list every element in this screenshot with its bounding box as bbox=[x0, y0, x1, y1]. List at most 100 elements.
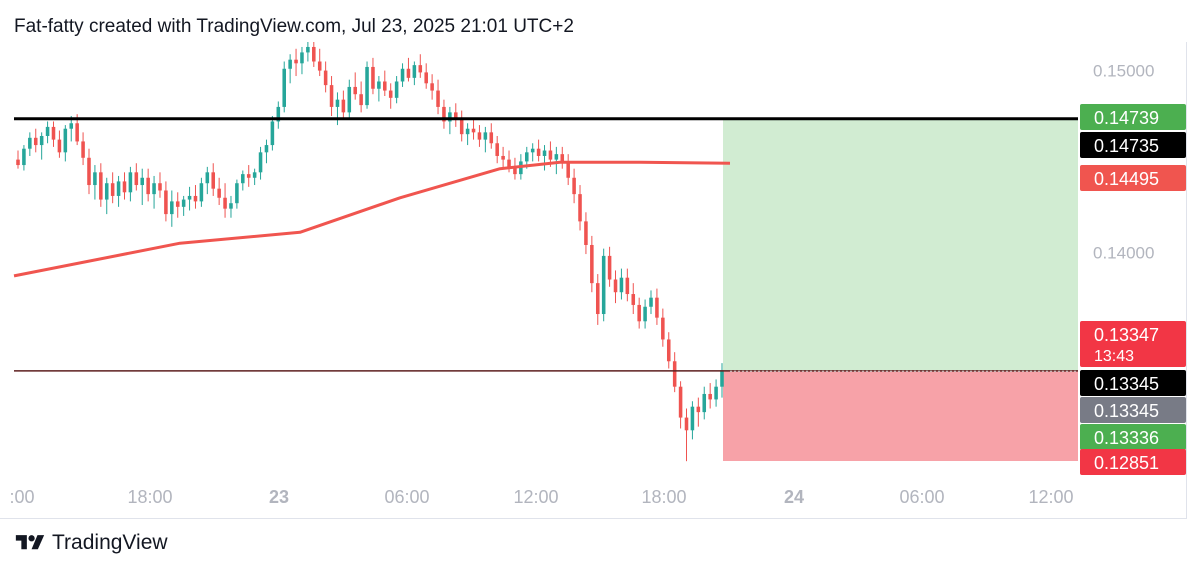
candle-body bbox=[193, 195, 198, 202]
candlestick-chart[interactable]: 0.150000.140000.135000.147390.147350.144… bbox=[0, 42, 1186, 518]
candle-body bbox=[524, 152, 529, 162]
candle-body bbox=[495, 143, 499, 156]
price-label-text: 0.13336 bbox=[1094, 428, 1159, 448]
countdown-label: 13:43 bbox=[1094, 348, 1134, 365]
candle-body bbox=[708, 393, 712, 400]
candle-body bbox=[164, 190, 168, 215]
candle-body bbox=[601, 255, 606, 315]
price-label-text: 0.13347 bbox=[1094, 325, 1159, 345]
candle-body bbox=[211, 172, 216, 189]
price-label-text: 0.12851 bbox=[1094, 453, 1159, 473]
profit-zone bbox=[723, 118, 1078, 372]
candle-body bbox=[246, 174, 251, 178]
chart-panel[interactable]: 0.150000.140000.135000.147390.147350.144… bbox=[0, 42, 1187, 519]
price-label-text: 0.14735 bbox=[1094, 136, 1159, 156]
candle-body bbox=[152, 183, 156, 195]
candle-body bbox=[181, 199, 186, 207]
candle-body bbox=[572, 177, 576, 195]
x-axis-tick-label: :00 bbox=[9, 487, 34, 507]
moving-average-line bbox=[13, 160, 731, 278]
candle-body bbox=[205, 172, 210, 184]
candle-body bbox=[554, 154, 559, 160]
tradingview-brand: TradingView bbox=[52, 531, 168, 554]
candle-body bbox=[353, 86, 357, 95]
candle-body bbox=[702, 393, 707, 413]
candle-body bbox=[282, 68, 286, 107]
candle-body bbox=[619, 277, 624, 293]
candle-body bbox=[63, 128, 68, 153]
candle-body bbox=[300, 52, 304, 64]
candle-body bbox=[590, 244, 594, 284]
candle-body bbox=[430, 83, 434, 91]
candle-body bbox=[371, 66, 375, 89]
candle-body bbox=[613, 279, 618, 293]
candle-body bbox=[631, 294, 636, 305]
candle-body bbox=[454, 112, 458, 120]
candle-body bbox=[684, 417, 689, 431]
candle-body bbox=[140, 177, 145, 186]
candle-body bbox=[436, 90, 440, 107]
candle-body bbox=[418, 65, 423, 73]
candle-body bbox=[501, 155, 505, 160]
candle-body bbox=[146, 177, 150, 195]
candle-body bbox=[264, 145, 269, 153]
candle-body bbox=[69, 123, 74, 129]
candle-body bbox=[187, 195, 192, 200]
price-label-box bbox=[1080, 397, 1186, 423]
candle-body bbox=[690, 406, 695, 431]
candle-body bbox=[548, 150, 553, 160]
candle-body bbox=[643, 306, 647, 322]
candle-body bbox=[584, 221, 588, 245]
candle-body bbox=[400, 68, 405, 82]
candle-body bbox=[294, 59, 298, 64]
candle-body bbox=[377, 81, 381, 89]
candle-body bbox=[341, 99, 346, 113]
candle-body bbox=[329, 85, 334, 107]
candle-body bbox=[383, 81, 387, 91]
candle-body bbox=[459, 119, 464, 135]
x-axis-tick-label: 24 bbox=[784, 487, 804, 507]
candle-body bbox=[116, 181, 121, 196]
candle-body bbox=[542, 150, 547, 156]
candle-body bbox=[507, 159, 511, 167]
candle-body bbox=[75, 123, 79, 142]
candle-body bbox=[235, 183, 239, 204]
candle-body bbox=[51, 126, 56, 140]
candle-body bbox=[45, 126, 50, 136]
candle-body bbox=[110, 183, 115, 196]
candle-body bbox=[394, 81, 399, 98]
candle-body bbox=[170, 201, 174, 215]
candle-body bbox=[22, 148, 26, 166]
candle-body bbox=[424, 72, 428, 84]
candle-body bbox=[347, 86, 352, 113]
candle-body bbox=[57, 139, 62, 153]
candle-body bbox=[625, 277, 630, 295]
y-axis-tick-label: 0.15000 bbox=[1093, 62, 1154, 81]
candle-body bbox=[483, 132, 488, 140]
candle-body bbox=[607, 255, 612, 280]
candle-body bbox=[442, 106, 446, 122]
price-label-text: 0.13345 bbox=[1094, 401, 1159, 421]
candle-body bbox=[448, 112, 452, 122]
chart-attribution: Fat-fatty created with TradingView.com, … bbox=[14, 16, 574, 37]
x-axis-tick-label: 06:00 bbox=[384, 487, 429, 507]
price-label-text: 0.14495 bbox=[1094, 169, 1159, 189]
candle-body bbox=[288, 59, 292, 69]
candle-body bbox=[199, 183, 204, 202]
candle-body bbox=[122, 181, 127, 193]
tradingview-logo-icon bbox=[15, 535, 45, 550]
candle-body bbox=[536, 148, 541, 156]
candle-body bbox=[252, 172, 257, 178]
candle-body bbox=[93, 172, 97, 186]
candle-body bbox=[158, 183, 162, 191]
candle-body bbox=[335, 99, 340, 107]
candle-body bbox=[306, 46, 310, 53]
price-label-box bbox=[1080, 449, 1186, 475]
candle-body bbox=[258, 152, 263, 173]
candle-body bbox=[406, 68, 411, 78]
price-label-box bbox=[1080, 424, 1186, 450]
candle-body bbox=[530, 148, 535, 153]
x-axis-tick-label: 12:00 bbox=[1028, 487, 1073, 507]
candle-body bbox=[223, 197, 227, 209]
candle-body bbox=[33, 137, 38, 146]
